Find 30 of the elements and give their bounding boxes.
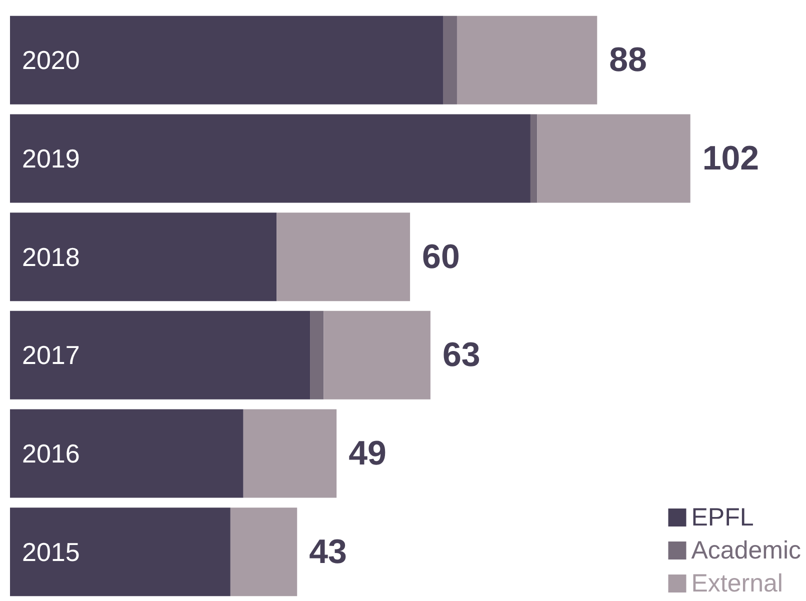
bar [456,16,598,104]
bar [537,114,690,203]
y-tick-label: 2016 [22,438,80,468]
total-label: 49 [348,434,386,472]
bar [310,310,324,400]
bar [530,114,538,203]
bar [276,212,410,302]
bar [10,409,244,498]
y-tick-label: 2019 [22,144,80,174]
y-tick-label: 2015 [22,536,80,567]
bar [230,508,298,596]
legend-label: External [691,570,783,598]
bar [10,508,230,596]
total-label: 88 [609,41,647,80]
bar [324,310,430,400]
legend-label: Academic [691,536,801,564]
y-tick-label: 2018 [22,242,80,272]
total-label: 63 [442,336,480,374]
bar [10,212,277,302]
bar [10,310,310,400]
y-tick-label: 2017 [22,340,80,370]
total-label: 102 [702,140,760,178]
y-tick-label: 2020 [22,45,80,76]
total-label: 43 [309,532,347,571]
bar [443,16,457,104]
bar [243,409,337,498]
bar [10,16,444,104]
bar [10,114,530,203]
total-label: 60 [422,238,460,276]
legend-label: EPFL [691,504,754,532]
